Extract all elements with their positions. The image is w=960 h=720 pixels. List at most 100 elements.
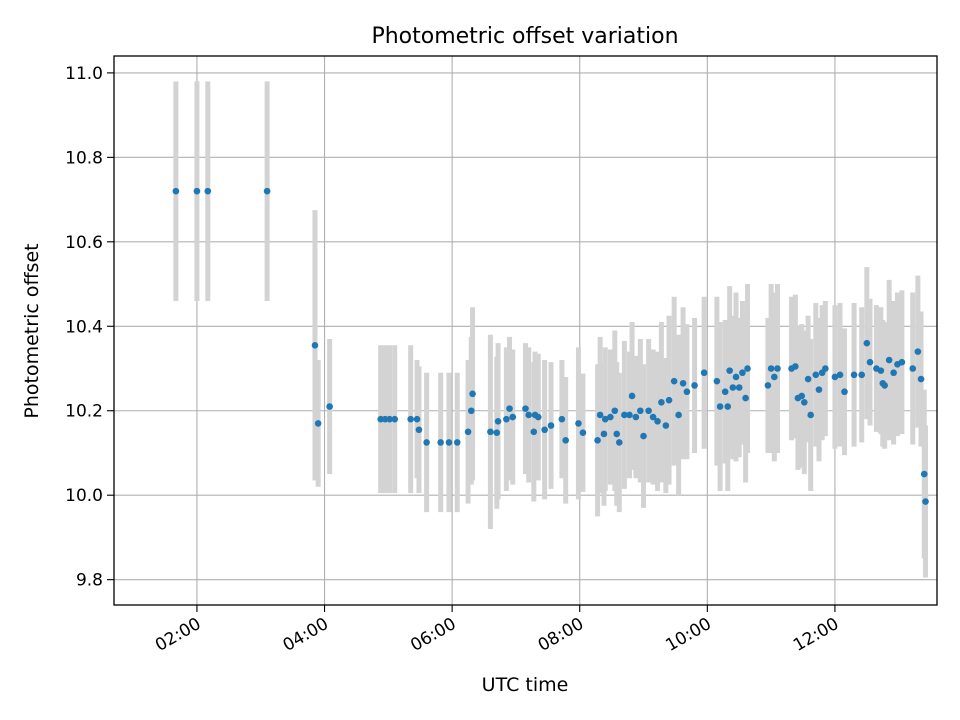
data-point (885, 356, 893, 364)
chart-title: Photometric offset variation (371, 24, 678, 49)
data-point (807, 411, 814, 419)
data-point (547, 422, 555, 429)
data-point (726, 367, 733, 374)
data-point (890, 369, 897, 377)
data-point (525, 411, 532, 419)
data-point (898, 358, 906, 366)
data-point (922, 498, 929, 505)
data-point (917, 375, 925, 383)
data-point (645, 407, 652, 415)
data-point (729, 384, 737, 391)
data-point (453, 439, 461, 446)
data-point (774, 365, 781, 372)
data-point (621, 411, 628, 419)
data-point (509, 413, 517, 421)
data-point (724, 403, 732, 410)
data-point (263, 187, 271, 195)
y-tick-label: 10.2 (65, 402, 103, 422)
y-axis-ticks: 9.8 10.0 10.2 10.4 10.6 10.8 11.0 (65, 64, 114, 591)
data-point (311, 341, 319, 349)
data-point (798, 392, 806, 400)
data-point (691, 382, 698, 389)
data-point (204, 187, 212, 195)
data-point (800, 398, 808, 406)
data-point (413, 415, 421, 423)
data-point (831, 373, 839, 381)
data-point (503, 415, 510, 423)
data-point (640, 432, 647, 440)
data-point (658, 398, 665, 406)
data-point (812, 371, 820, 379)
data-point (858, 371, 866, 379)
data-point (562, 437, 569, 444)
y-tick-label: 11.0 (65, 64, 103, 84)
data-point (744, 365, 751, 372)
plot-frame (113, 55, 938, 606)
data-point (594, 437, 601, 444)
data-point (713, 377, 721, 385)
data-point (836, 371, 844, 379)
data-point (815, 386, 823, 393)
data-point (822, 365, 829, 372)
y-tick-label: 10.4 (65, 317, 103, 337)
data-point (391, 415, 399, 423)
data-points (172, 187, 929, 505)
data-point (467, 407, 475, 415)
data-point (771, 373, 778, 381)
data-point (615, 439, 623, 446)
data-point (683, 388, 691, 396)
data-point (721, 388, 729, 396)
data-point (522, 405, 529, 412)
data-point (654, 417, 661, 425)
data-point (877, 367, 885, 374)
data-point (326, 403, 333, 410)
data-point (575, 420, 582, 427)
y-tick-label: 10.6 (65, 233, 103, 253)
data-point (172, 187, 180, 195)
data-point (649, 413, 657, 421)
data-point (314, 420, 322, 427)
data-point (662, 422, 670, 429)
y-tick-label: 10.0 (65, 486, 103, 506)
x-axis-label: UTC time (482, 674, 569, 696)
data-point (739, 369, 746, 377)
data-point (632, 413, 640, 421)
data-point (607, 413, 614, 421)
data-point (841, 388, 848, 396)
data-point (506, 405, 513, 412)
data-point (445, 439, 453, 446)
data-point (665, 396, 673, 404)
data-point (742, 394, 749, 402)
data-point (534, 413, 542, 421)
data-point (613, 430, 621, 438)
data-point (601, 415, 609, 423)
data-point (909, 365, 917, 372)
data-point (611, 407, 619, 415)
data-point (881, 382, 888, 389)
data-point (675, 411, 682, 419)
data-point (850, 371, 858, 379)
data-point (423, 439, 430, 446)
data-point (386, 415, 393, 423)
data-point (764, 382, 772, 389)
data-point (596, 411, 604, 419)
data-point (600, 430, 608, 438)
data-point (792, 363, 799, 370)
data-point (193, 187, 201, 195)
data-point (558, 415, 566, 423)
data-point (914, 348, 922, 355)
data-point (804, 375, 812, 383)
data-point (407, 415, 414, 423)
data-point (767, 365, 775, 372)
data-point (415, 426, 423, 434)
data-point (716, 403, 724, 410)
data-point (920, 470, 928, 478)
data-point (493, 429, 501, 436)
data-point (679, 379, 687, 387)
data-point (670, 377, 678, 385)
data-point (437, 439, 444, 446)
data-point (530, 428, 538, 436)
y-tick-label: 9.8 (76, 571, 103, 591)
data-point (487, 428, 494, 436)
